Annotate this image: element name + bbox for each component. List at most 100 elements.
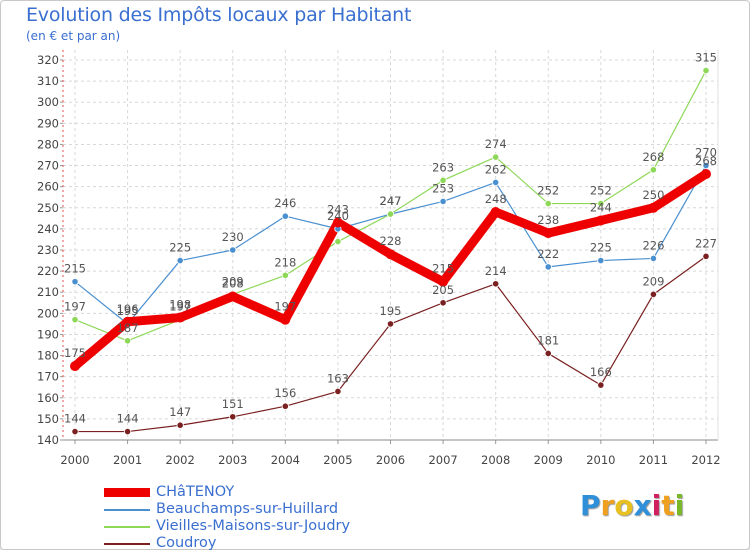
data-label: 197 <box>169 300 191 314</box>
data-point <box>702 252 710 260</box>
x-tick-label: 2009 <box>534 453 563 467</box>
data-label: 209 <box>222 274 244 288</box>
data-label: 197 <box>64 300 86 314</box>
data-label: 156 <box>274 386 296 400</box>
data-label: 225 <box>169 241 191 255</box>
x-tick-label: 2006 <box>376 453 405 467</box>
data-point <box>439 197 447 206</box>
data-label: 187 <box>117 321 139 335</box>
data-point <box>544 349 552 358</box>
data-label: 238 <box>537 213 559 227</box>
y-tick-label: 280 <box>37 137 59 151</box>
data-label: 225 <box>590 241 612 255</box>
y-tick-label: 150 <box>37 412 59 426</box>
data-point <box>281 402 289 410</box>
y-tick-label: 240 <box>37 222 59 236</box>
data-point <box>334 237 342 246</box>
data-point <box>71 316 79 324</box>
x-tick-label: 2011 <box>639 453 668 467</box>
y-tick-label: 210 <box>37 285 59 299</box>
legend: CHâTENOY Beauchamps-sur-Huillard Vieille… <box>104 484 350 552</box>
y-tick-label: 300 <box>37 95 59 109</box>
legend-item-vieilles-maisons: Vieilles-Maisons-sur-Joudry <box>104 518 350 535</box>
y-tick-label: 190 <box>37 327 59 341</box>
data-label: 227 <box>695 236 717 250</box>
legend-label-vieilles-maisons: Vieilles-Maisons-sur-Joudry <box>156 518 351 534</box>
data-label: 228 <box>380 234 402 248</box>
data-label: 197 <box>274 300 296 314</box>
data-point <box>280 314 291 325</box>
data-label: 222 <box>537 247 559 261</box>
data-point <box>492 178 500 187</box>
logo-letter: o <box>614 489 634 522</box>
logo-letter: r <box>600 489 615 522</box>
data-label: 175 <box>64 346 86 360</box>
data-label: 247 <box>380 194 402 208</box>
legend-label-beauchamps: Beauchamps-sur-Huillard <box>156 501 339 517</box>
data-label: 181 <box>537 333 559 347</box>
logo-letter: i <box>651 489 662 522</box>
data-label: 144 <box>117 412 139 426</box>
data-point <box>70 361 80 372</box>
legend-label-chatenoy: CHâTENOY <box>156 484 235 500</box>
data-label: 268 <box>642 150 664 164</box>
data-label: 226 <box>642 238 664 252</box>
logo-letter: x <box>633 489 652 522</box>
data-point <box>595 215 606 226</box>
y-tick-label: 260 <box>37 180 59 194</box>
data-point <box>227 291 238 302</box>
logo-letter: i <box>674 489 685 522</box>
data-label: 246 <box>274 196 296 210</box>
data-point <box>176 421 184 429</box>
proxiti-logo: Proxiti <box>580 489 684 522</box>
data-point <box>386 320 395 328</box>
x-tick-label: 2001 <box>113 453 142 467</box>
data-label: 250 <box>642 188 664 202</box>
y-tick-label: 320 <box>37 53 59 67</box>
data-point <box>649 290 658 298</box>
y-tick-label: 180 <box>37 349 59 363</box>
data-point <box>649 254 658 263</box>
x-tick-label: 2010 <box>586 453 615 467</box>
legend-label-coudroy: Coudroy <box>156 535 217 551</box>
data-point <box>386 210 395 218</box>
data-point <box>492 280 500 288</box>
data-point <box>702 66 710 75</box>
data-label: 209 <box>642 274 664 288</box>
data-point <box>439 176 447 184</box>
legend-swatch-chatenoy <box>104 488 150 497</box>
data-label: 252 <box>537 184 559 198</box>
data-label: 214 <box>485 264 507 278</box>
data-label: 215 <box>432 262 454 276</box>
data-point <box>490 207 501 217</box>
data-point <box>122 316 133 327</box>
y-tick-label: 200 <box>37 306 59 320</box>
data-label: 240 <box>327 209 349 223</box>
data-label: 215 <box>64 262 86 276</box>
data-point <box>438 276 449 287</box>
data-label: 247 <box>380 194 402 208</box>
data-label: 244 <box>590 200 612 214</box>
x-tick-label: 2004 <box>271 453 300 467</box>
data-point <box>597 256 605 265</box>
x-tick-label: 2012 <box>691 453 720 467</box>
legend-item-coudroy: Coudroy <box>104 535 350 552</box>
data-point <box>176 256 184 265</box>
data-label: 144 <box>64 412 86 426</box>
data-label: 208 <box>222 276 244 290</box>
y-tick-label: 290 <box>37 116 59 130</box>
chart-subtitle: (en € et par an) <box>26 29 121 43</box>
logo-letter: t <box>661 489 675 522</box>
y-tick-label: 170 <box>37 370 59 384</box>
y-tick-label: 160 <box>37 391 59 405</box>
data-point <box>702 161 710 170</box>
data-label: 230 <box>222 230 244 244</box>
data-label: 270 <box>695 146 717 160</box>
data-label: 163 <box>327 371 349 385</box>
data-label: 243 <box>327 203 349 217</box>
data-label: 195 <box>380 304 402 318</box>
data-label: 196 <box>117 302 139 316</box>
data-point <box>597 199 605 208</box>
legend-item-beauchamps: Beauchamps-sur-Huillard <box>104 501 350 518</box>
data-point <box>544 199 552 208</box>
